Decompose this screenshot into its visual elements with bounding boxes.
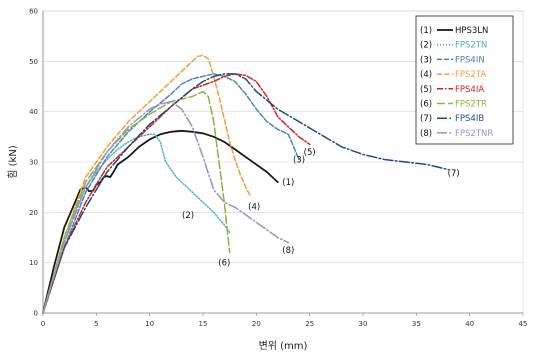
x-tick-label: 10 bbox=[145, 320, 154, 328]
series-line-fps2tr bbox=[42, 90, 231, 314]
curve-label: (1) bbox=[282, 178, 294, 188]
series-lines bbox=[42, 54, 450, 314]
legend: (1) HPS3LN (2) FPS2TN (3) FPS4IN (4) FPS2TA (5) F… bbox=[415, 15, 514, 145]
x-tick-label: 25 bbox=[305, 320, 314, 328]
curve-labels: (1) (2) (3) (4) (5) (6) (7) (8) bbox=[182, 148, 460, 269]
legend-label: FPS2TA bbox=[455, 70, 486, 80]
legend-number: (8) bbox=[420, 129, 432, 139]
x-tick-label: 40 bbox=[465, 320, 474, 328]
curve-label: (7) bbox=[448, 169, 460, 179]
legend-number: (4) bbox=[420, 70, 432, 80]
legend-number: (3) bbox=[420, 55, 432, 65]
x-tick-label: 5 bbox=[94, 320, 98, 328]
series-line-fps2tn bbox=[42, 133, 231, 314]
y-tick-label: 50 bbox=[29, 58, 38, 66]
legend-label: HPS3LN bbox=[455, 26, 488, 36]
y-tick-label: 60 bbox=[29, 8, 38, 16]
x-tick-label: 0 bbox=[41, 320, 45, 328]
series-line-fps2tnr bbox=[42, 100, 290, 314]
curve-label: (2) bbox=[182, 211, 194, 221]
series-line-fps2ta bbox=[42, 54, 252, 314]
x-tick-label: 15 bbox=[199, 320, 208, 328]
legend-number: (1) bbox=[420, 26, 432, 36]
curve-label: (3) bbox=[293, 155, 305, 165]
y-tick-label: 0 bbox=[34, 310, 38, 318]
legend-label: FPS2TR bbox=[455, 100, 487, 110]
series-line-fps4ib bbox=[42, 73, 450, 314]
series-line-fps4in bbox=[42, 73, 300, 314]
legend-label: FPS4IB bbox=[455, 114, 484, 124]
legend-label: FPS2TN bbox=[455, 41, 487, 51]
x-tick-label: 35 bbox=[412, 320, 421, 328]
y-tick-label: 10 bbox=[29, 259, 38, 267]
legend-number: (6) bbox=[420, 100, 432, 110]
legend-label: FPS4IA bbox=[455, 85, 484, 95]
series-line-hps3ln bbox=[42, 129, 279, 314]
curve-label: (4) bbox=[248, 202, 260, 212]
y-axis-title: 힘 (kN) bbox=[7, 145, 19, 179]
curve-label: (6) bbox=[218, 259, 230, 269]
legend-label: FPS2TNR bbox=[455, 129, 493, 139]
x-tick-labels: 0 5 10 15 20 25 30 35 40 45 bbox=[41, 313, 528, 328]
x-tick-label: 45 bbox=[519, 320, 528, 328]
legend-number: (7) bbox=[420, 114, 432, 124]
y-tick-labels: 0 10 20 30 40 50 60 bbox=[29, 8, 38, 318]
curve-label: (8) bbox=[282, 246, 294, 256]
x-tick-label: 30 bbox=[359, 320, 368, 328]
y-tick-label: 40 bbox=[29, 108, 38, 116]
y-tick-label: 20 bbox=[29, 209, 38, 217]
legend-box bbox=[415, 15, 514, 145]
x-axis-title: 변위 (mm) bbox=[259, 339, 308, 352]
curve-label: (5) bbox=[304, 148, 316, 158]
y-tick-label: 30 bbox=[29, 159, 38, 167]
legend-number: (5) bbox=[420, 85, 432, 95]
legend-number: (2) bbox=[420, 41, 432, 51]
x-tick-label: 20 bbox=[252, 320, 261, 328]
legend-label: FPS4IN bbox=[455, 55, 485, 65]
series-line-fps4ia bbox=[42, 73, 311, 314]
